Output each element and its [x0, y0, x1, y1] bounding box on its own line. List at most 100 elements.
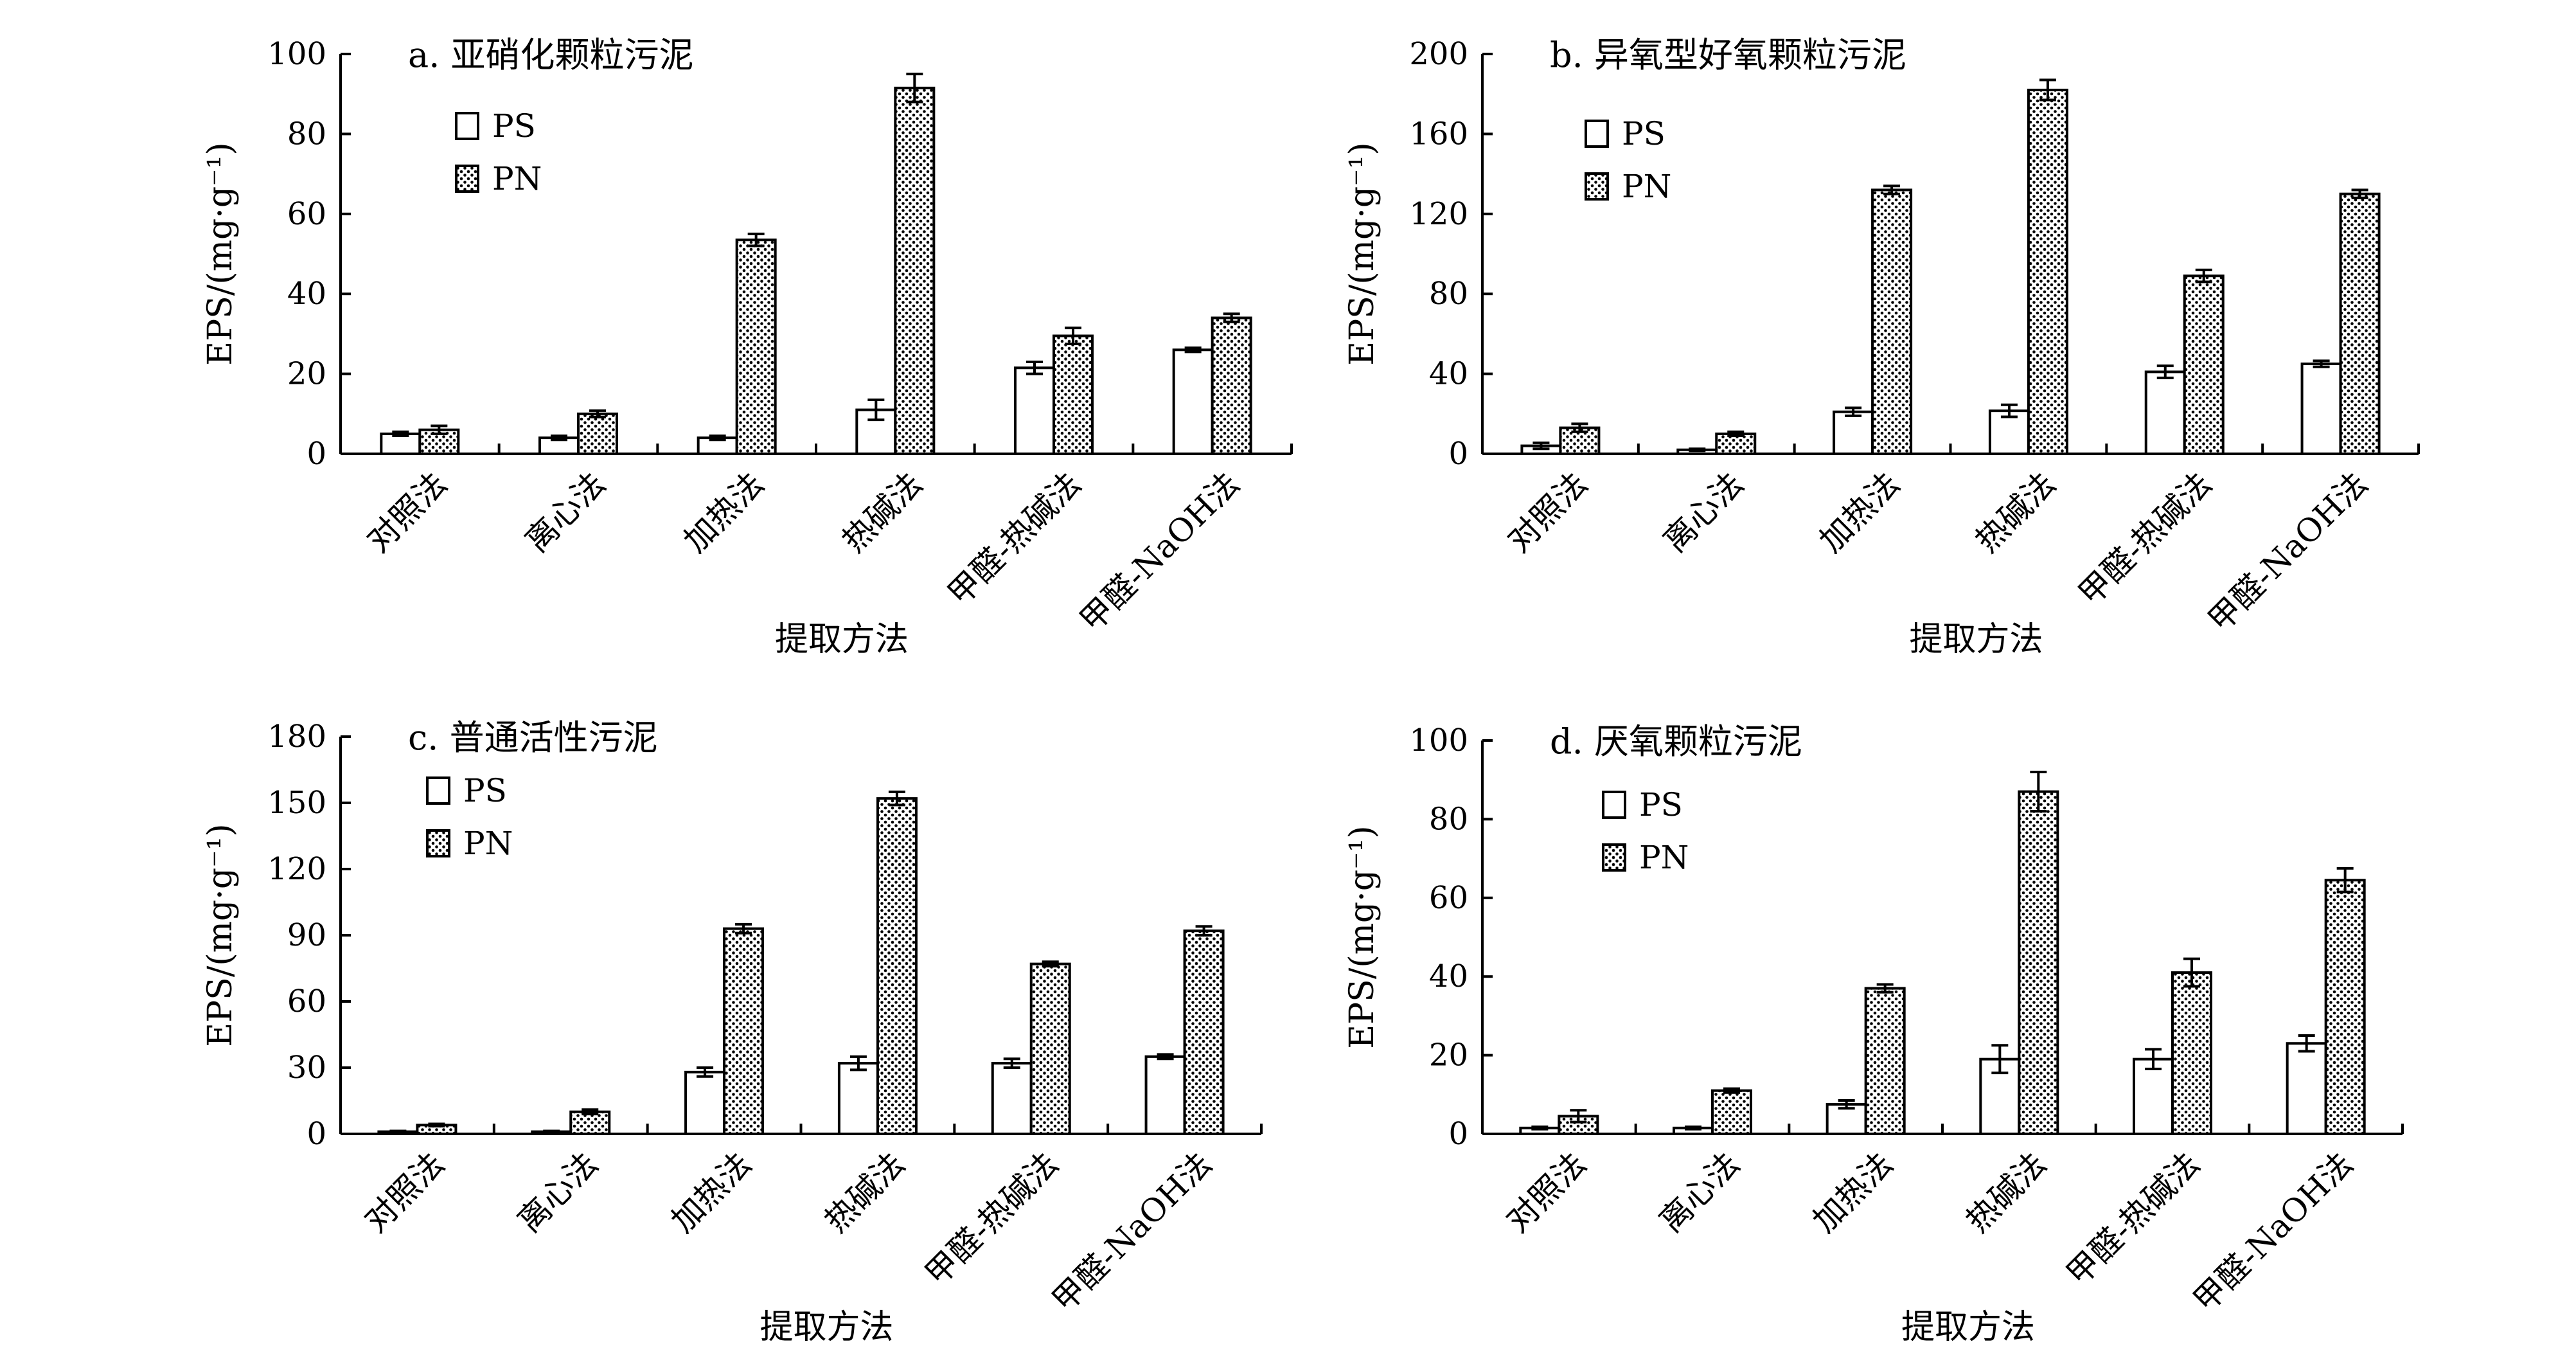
x-category-label: 甲醛-NaOH法	[1045, 1145, 1219, 1319]
y-axis-label: EPS/(mg·g⁻¹)	[201, 823, 240, 1046]
chart-panel-b: 0 40 80 120 160 200 对照法 离心法 加热法 热碱法 甲醛-热碱法甲醛-NaOH法…	[1343, 35, 2420, 659]
bar-ps	[684, 1070, 726, 1136]
legend-label: PS	[1639, 786, 1683, 823]
x-category-label: 甲醛-热碱法	[2071, 465, 2219, 613]
legend-swatch-pn	[426, 829, 450, 857]
y-tick-label: 150	[267, 785, 326, 821]
y-axis-label: EPS/(mg·g⁻¹)	[1343, 825, 1381, 1048]
y-tick-label: 90	[287, 917, 326, 953]
legend-swatch-pn	[455, 165, 479, 193]
y-tick-label: 80	[287, 116, 326, 152]
x-category-label: 加热法	[677, 465, 771, 559]
bar-ps	[1833, 410, 1874, 455]
x-axis-label: 提取方法	[1901, 1308, 2035, 1347]
legend: PS PN	[455, 107, 542, 197]
x-axis-label: 提取方法	[759, 1308, 893, 1347]
bar-pn	[2018, 790, 2059, 1136]
chart-title: c. 普通活性污泥	[408, 717, 658, 758]
y-tick-label: 40	[1429, 958, 1468, 994]
x-category-label: 离心法	[518, 465, 612, 559]
y-axis-label: EPS/(mg·g⁻¹)	[201, 142, 240, 365]
legend-label: PN	[1639, 839, 1689, 876]
bar-pn	[2027, 88, 2068, 456]
x-category-label: 甲醛-热碱法	[918, 1145, 1065, 1293]
y-tick-label: 0	[1448, 436, 1468, 472]
legend-label: PN	[463, 825, 513, 862]
legend-swatch-ps	[426, 776, 450, 805]
x-category-label: 热碱法	[1959, 1145, 2054, 1239]
x-category-label: 加热法	[664, 1145, 758, 1239]
legend: PS PN	[426, 772, 513, 862]
bar-ps	[2133, 1057, 2174, 1135]
legend-swatch-pn	[1602, 843, 1626, 872]
y-tick-label: 200	[1409, 36, 1468, 72]
chart-panel-c: 0 30 60 90 120 150 180 对照法 离心法 加热法 热碱法 甲醛-热碱法甲醛-NaO…	[201, 717, 1263, 1347]
y-tick-label: 0	[1448, 1116, 1468, 1152]
legend-label: PN	[1622, 168, 1671, 205]
x-category-label: 对照法	[1500, 465, 1595, 559]
legend-label: PS	[1622, 115, 1666, 152]
bar-ps	[1144, 1055, 1186, 1136]
bar-pn	[2324, 879, 2366, 1135]
x-category-label: 离心法	[1657, 465, 1751, 559]
legend: PS PN	[1585, 115, 1671, 205]
x-category-label: 甲醛-热碱法	[941, 465, 1088, 613]
bar-ps	[2300, 363, 2342, 455]
bar-ps	[1014, 366, 1055, 456]
bar-pn	[735, 238, 777, 455]
x-category-label: 加热法	[1812, 465, 1906, 559]
y-tick-label: 100	[267, 36, 326, 72]
bar-pn	[1871, 188, 1913, 455]
bar-pn	[723, 927, 765, 1135]
legend-swatch-ps	[1585, 120, 1609, 148]
bar-pn	[2339, 192, 2381, 455]
y-tick-label: 160	[1409, 116, 1468, 152]
y-tick-label: 60	[287, 196, 326, 232]
bar-ps	[1172, 348, 1214, 456]
y-tick-label: 20	[287, 356, 326, 392]
x-category-label: 甲醛-热碱法	[2059, 1145, 2207, 1293]
bar-pn	[577, 412, 618, 455]
chart-title: a. 亚硝化颗粒污泥	[408, 35, 694, 75]
bar-ps	[837, 1062, 879, 1135]
y-tick-label: 30	[287, 1050, 326, 1086]
bar-pn	[876, 797, 918, 1135]
legend-label: PS	[492, 107, 536, 145]
x-category-label: 甲醛-NaOH法	[2186, 1145, 2360, 1319]
bar-pn	[1864, 987, 1906, 1136]
x-category-label: 热碱法	[835, 465, 930, 559]
y-tick-label: 100	[1409, 722, 1468, 758]
bar-pn	[569, 1110, 611, 1135]
x-category-label: 对照法	[360, 465, 454, 559]
x-category-label: 甲醛-NaOH法	[2201, 465, 2375, 639]
legend-swatch-ps	[455, 112, 479, 140]
bar-ps	[2286, 1042, 2327, 1135]
x-category-label: 对照法	[1499, 1145, 1594, 1239]
bar-pn	[2171, 971, 2212, 1135]
bar-ps	[991, 1062, 1033, 1135]
chart-title: b. 异氧型好氧颗粒污泥	[1550, 35, 1906, 75]
legend: PS PN	[1602, 786, 1689, 876]
y-tick-label: 60	[1429, 880, 1468, 916]
bar-ps	[2144, 370, 2186, 455]
y-tick-label: 20	[1429, 1037, 1468, 1073]
y-tick-label: 80	[1429, 276, 1468, 312]
bar-pn	[1211, 316, 1252, 455]
legend-label: PN	[492, 160, 542, 197]
x-category-label: 热碱法	[817, 1145, 912, 1239]
y-tick-label: 40	[287, 276, 326, 312]
legend-swatch-ps	[1602, 791, 1626, 819]
y-tick-label: 80	[1429, 801, 1468, 837]
y-tick-label: 180	[267, 719, 326, 755]
bar-pn	[418, 428, 460, 455]
y-tick-label: 0	[306, 436, 326, 472]
x-category-label: 对照法	[357, 1145, 452, 1239]
y-tick-label: 60	[287, 983, 326, 1019]
y-tick-label: 120	[267, 851, 326, 887]
y-tick-label: 0	[306, 1116, 326, 1152]
bar-pn	[1711, 1089, 1752, 1136]
